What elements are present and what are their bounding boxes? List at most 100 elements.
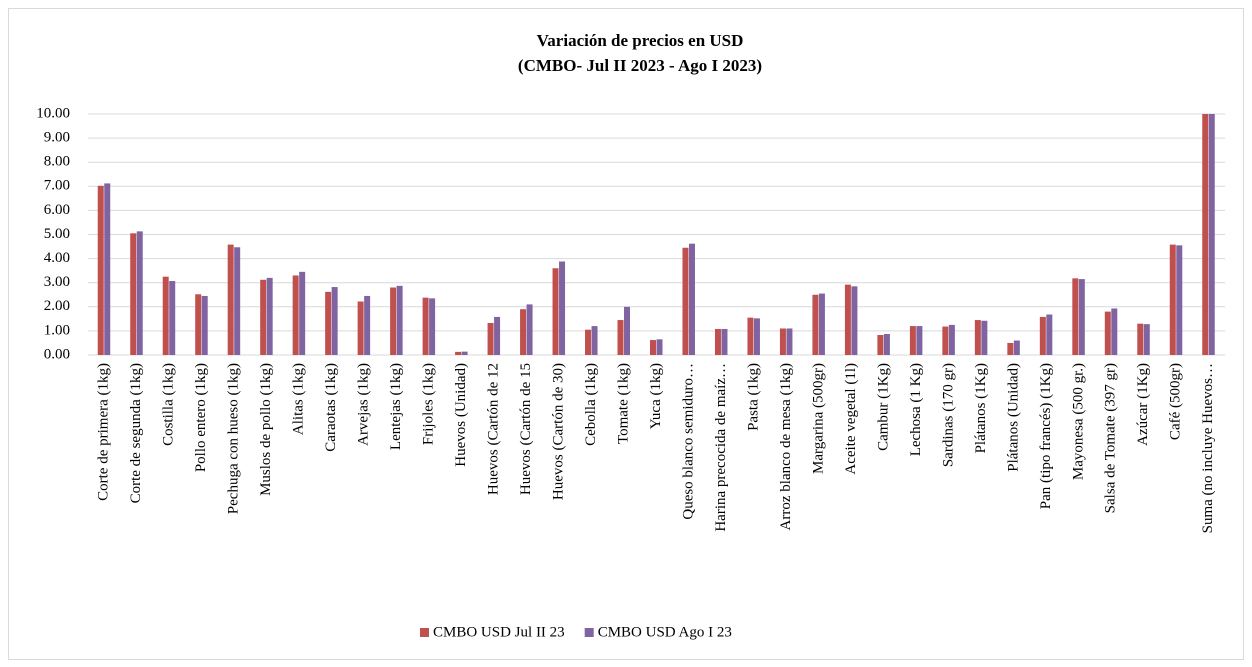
x-tick-label: Lechosa (1 Kg) [908, 363, 924, 456]
bar [585, 329, 592, 355]
bar [136, 231, 143, 355]
bar [786, 328, 793, 355]
bar [97, 185, 104, 355]
x-tick-label: Café (500gr) [1168, 363, 1184, 440]
x-tick-label: Pollo entero (1kg) [193, 363, 209, 472]
x-tick-label: Plátanos (1Kg) [973, 363, 989, 453]
y-tick-label: 4.00 [44, 250, 70, 266]
bar [812, 294, 819, 355]
bar [422, 297, 429, 355]
bar [1111, 308, 1118, 355]
bar [1169, 244, 1176, 355]
x-tick-label: Costilla (1kg) [161, 363, 177, 446]
x-tick-label: Sardinas (170 gr) [940, 363, 956, 467]
bar [461, 351, 468, 355]
bar [234, 247, 241, 355]
x-tick-label: Harina precocida de maíz… [713, 363, 729, 532]
bar [104, 183, 111, 355]
x-tick-label: Cebolla (1kg) [583, 363, 599, 446]
bar [552, 268, 559, 355]
x-tick-label: Mayonesa (500 gr.) [1070, 363, 1086, 480]
bar [883, 334, 890, 355]
legend-swatch [584, 628, 594, 637]
legend-swatch [420, 628, 429, 637]
x-tick-label: Huevos (Unidad) [453, 363, 469, 467]
bar [331, 287, 338, 355]
x-tick-label: Pasta (1kg) [745, 363, 761, 431]
x-tick-label: Margarina (500gr) [810, 363, 826, 474]
bar [1046, 314, 1053, 355]
y-tick-label: 2.00 [44, 298, 70, 314]
bar [1202, 114, 1209, 355]
bar [1072, 278, 1079, 355]
labels: 0.00 1.00 2.00 3.00 4.00 5.00 6.00 7.00 8.00 9.00… [36, 105, 1216, 640]
bar [942, 326, 949, 355]
bar [818, 293, 825, 355]
grid [88, 113, 1225, 356]
bar [591, 326, 598, 355]
x-tick-label: Arroz blanco de mesa (1kg) [778, 363, 794, 530]
x-tick-label: Alitas (1kg) [291, 363, 307, 435]
bar [201, 295, 208, 355]
bar [396, 285, 403, 355]
x-tick-label: Arvejas (1kg) [356, 363, 372, 446]
bar [714, 328, 721, 355]
bar [981, 320, 988, 355]
x-tick-label: Plátanos (Unidad) [1005, 363, 1021, 472]
x-tick-label: Salsa de Tomate (397 gr) [1103, 363, 1119, 513]
x-tick-label: Tomate (1kg) [615, 363, 631, 444]
bar [487, 322, 494, 355]
bar [526, 304, 533, 355]
bar [753, 318, 760, 355]
bar [844, 284, 851, 355]
bar [494, 316, 501, 355]
x-tick-label: Suma (no incluye Huevos… [1200, 363, 1216, 533]
bar [948, 324, 955, 355]
x-tick-label: Huevos (Cartón de 12 [486, 363, 502, 495]
bar [227, 244, 234, 355]
x-tick-label: Lentejas (1kg) [388, 363, 404, 450]
chart-title: Variación de precios en USD [537, 31, 744, 50]
bar [747, 317, 754, 355]
bar [1039, 316, 1046, 355]
bar [195, 294, 202, 355]
y-tick-label: 8.00 [44, 154, 70, 170]
bar [682, 247, 689, 355]
x-tick-label: Caraotas (1kg) [323, 363, 339, 452]
x-tick-label: Huevos (Cartón de 30) [550, 363, 566, 500]
x-tick-label: Muslos de pollo (1kg) [258, 363, 274, 496]
bar [974, 320, 981, 355]
bar [1013, 340, 1020, 355]
bar [130, 233, 137, 355]
bar [429, 298, 436, 355]
y-tick-label: 5.00 [44, 226, 70, 242]
legend-label: CMBO USD Ago I 23 [598, 624, 732, 640]
bar [851, 286, 858, 355]
bar [364, 295, 371, 355]
x-tick-label: Pan (tipo francés) (1Kg) [1038, 363, 1054, 509]
bar [1208, 114, 1215, 355]
x-tick-label: Pechuga con hueso (1kg) [226, 363, 242, 514]
bar [650, 340, 656, 355]
y-tick-label: 1.00 [44, 322, 70, 338]
bar [1137, 323, 1144, 355]
bar [292, 275, 299, 355]
bar [1007, 342, 1014, 355]
bar [688, 243, 695, 355]
bar [520, 309, 527, 355]
x-tick-label: Queso blanco semiduro… [680, 363, 696, 520]
bar [260, 279, 267, 355]
x-tick-label: Azúcar (1Kg) [1135, 363, 1151, 446]
bar [909, 326, 916, 355]
bar [299, 271, 306, 355]
bar [559, 261, 566, 355]
bar [624, 306, 631, 355]
x-tick-label: Yuca (1kg) [648, 363, 664, 429]
legend-label: CMBO USD Jul II 23 [433, 624, 565, 640]
x-tick-label: Frijoles (1kg) [421, 363, 437, 445]
bars [97, 114, 1215, 355]
bar [162, 276, 169, 355]
y-tick-label: 6.00 [44, 202, 70, 218]
bar [1078, 279, 1085, 355]
